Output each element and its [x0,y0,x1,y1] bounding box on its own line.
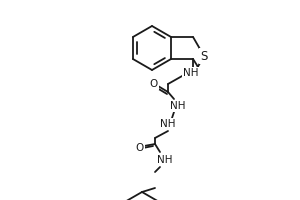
Text: S: S [200,50,208,63]
Text: NH: NH [157,155,173,165]
Text: NH: NH [170,101,186,111]
Text: NH: NH [183,68,199,78]
Text: NH: NH [160,119,176,129]
Text: O: O [136,143,144,153]
Text: O: O [150,79,158,89]
